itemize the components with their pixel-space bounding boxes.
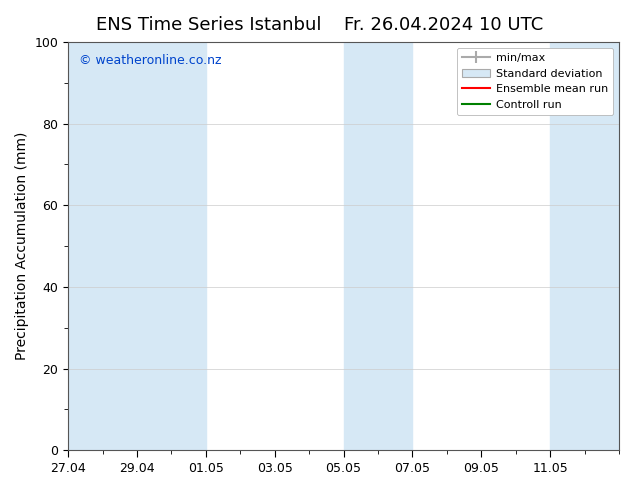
Bar <box>344 42 413 450</box>
Text: Fr. 26.04.2024 10 UTC: Fr. 26.04.2024 10 UTC <box>344 16 543 34</box>
Bar <box>68 42 137 450</box>
Bar <box>137 42 206 450</box>
Text: ENS Time Series Istanbul: ENS Time Series Istanbul <box>96 16 322 34</box>
Bar <box>550 42 619 450</box>
Y-axis label: Precipitation Accumulation (mm): Precipitation Accumulation (mm) <box>15 132 29 360</box>
Text: © weatheronline.co.nz: © weatheronline.co.nz <box>79 54 222 67</box>
Legend: min/max, Standard deviation, Ensemble mean run, Controll run: min/max, Standard deviation, Ensemble me… <box>456 48 614 115</box>
